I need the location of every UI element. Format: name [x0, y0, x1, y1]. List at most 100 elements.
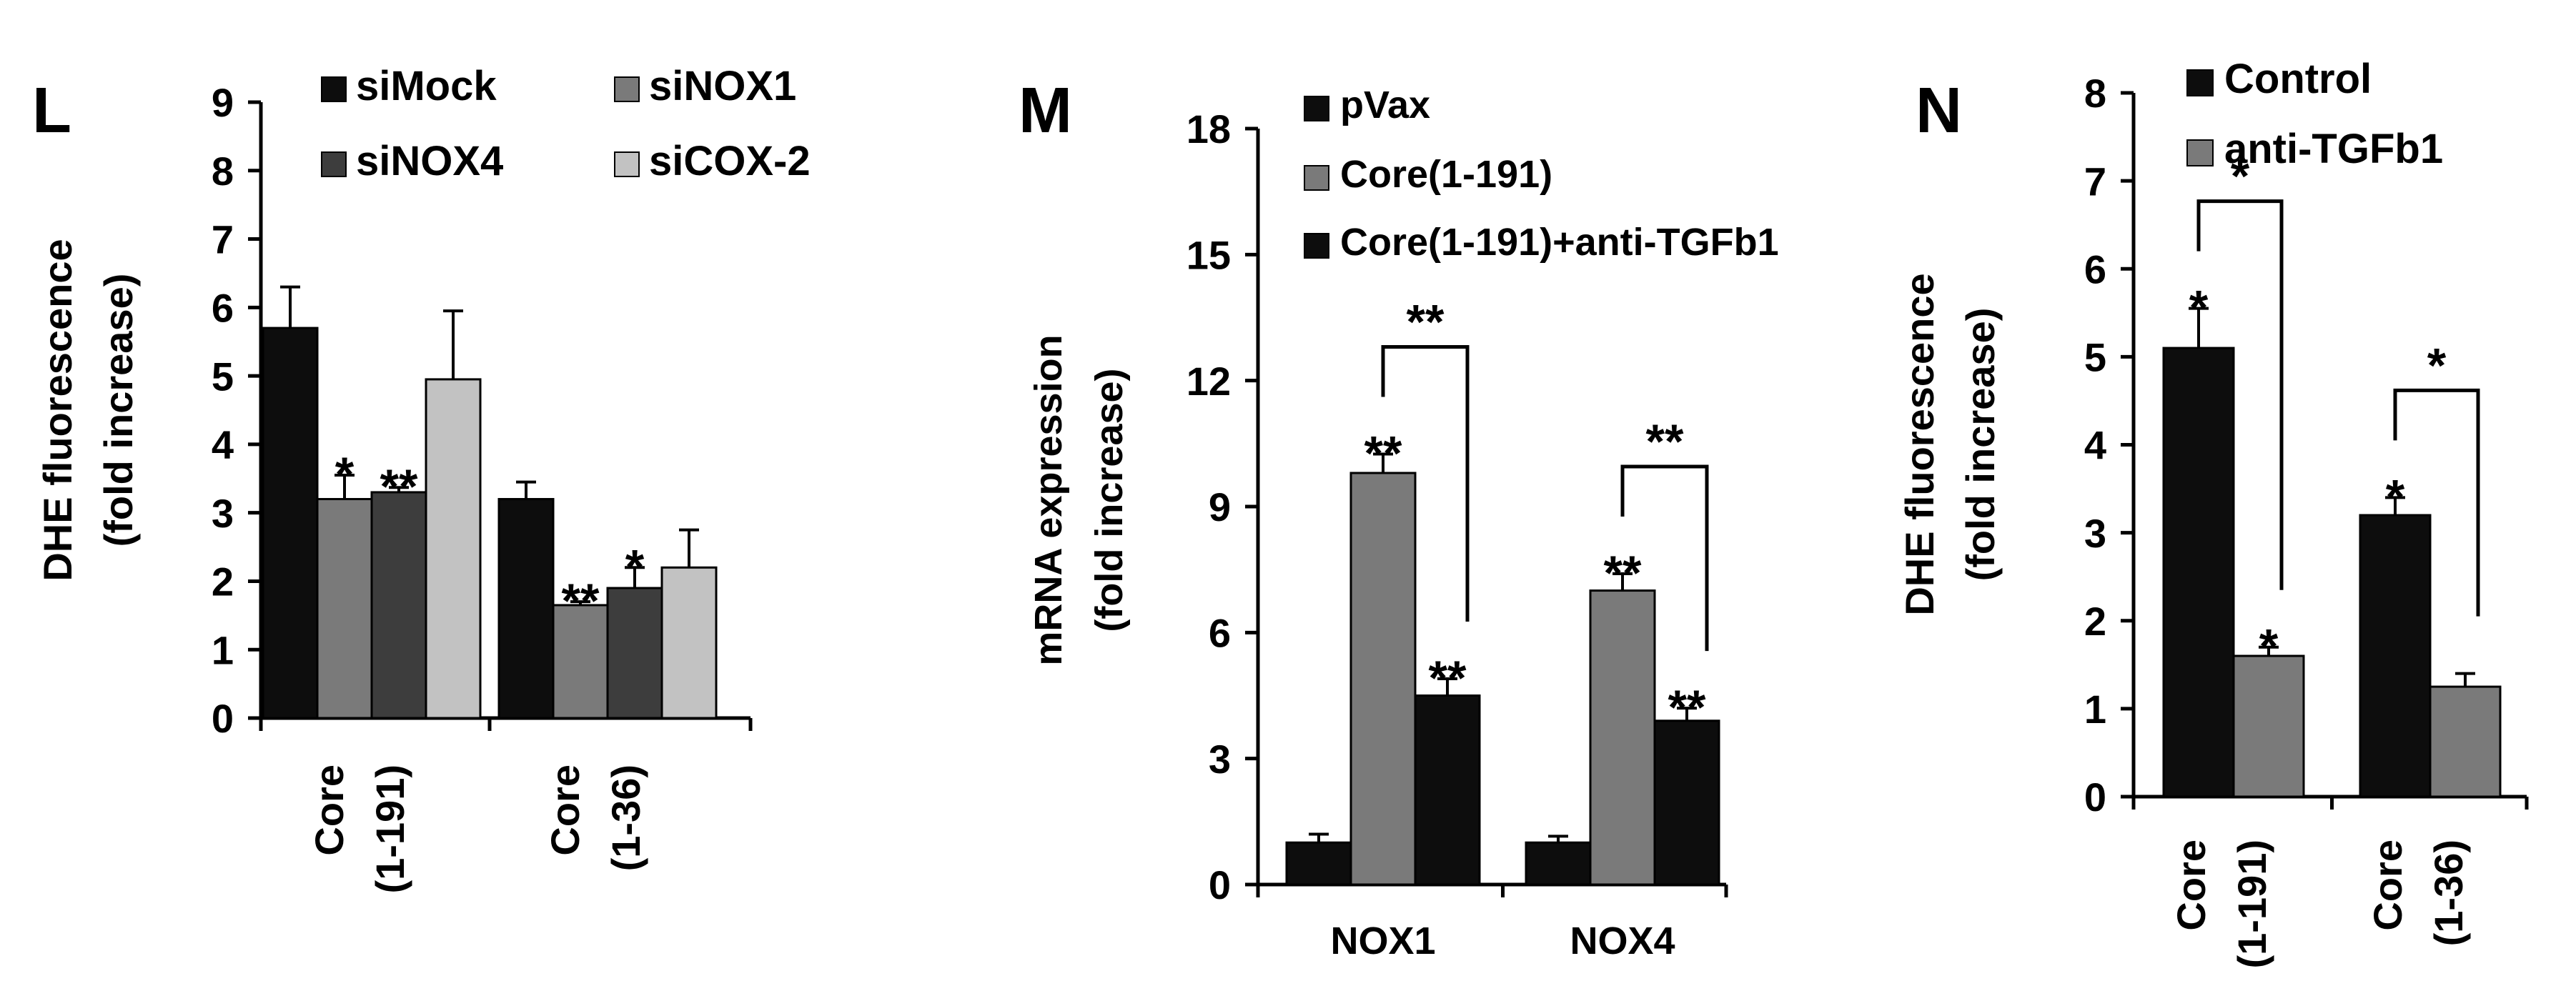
category-label: NOX1	[1330, 920, 1435, 962]
category-label: (1-36)	[603, 765, 648, 871]
bar	[370, 491, 427, 719]
y-tick-label: 7	[2084, 159, 2106, 204]
bar	[2359, 514, 2432, 798]
bar	[1589, 589, 1656, 886]
bar	[2429, 685, 2502, 798]
category-label: Core	[543, 765, 588, 856]
bar	[425, 378, 482, 719]
y-tick-label: 18	[1187, 106, 1231, 151]
bracket-significance-label: **	[1407, 295, 1445, 349]
bar	[1285, 841, 1352, 886]
legend-swatch	[1304, 96, 1329, 121]
category-label: (1-36)	[2426, 840, 2471, 946]
y-tick-label: 15	[1187, 232, 1231, 277]
significance-bracket	[1620, 464, 1709, 652]
significance-bracket	[2196, 199, 2284, 590]
category-label: NOX4	[1570, 920, 1675, 962]
y-tick-label: 0	[2084, 775, 2106, 820]
legend-label: siMock	[356, 63, 497, 109]
significance-label: **	[1668, 680, 1706, 734]
category-label: Core	[2365, 840, 2410, 931]
significance-label: *	[2259, 619, 2279, 674]
y-tick-label: 2	[2084, 599, 2106, 644]
panel-letter: M	[1019, 75, 1072, 146]
legend-swatch	[2186, 69, 2214, 96]
bar	[606, 587, 663, 719]
bar	[1349, 472, 1417, 886]
y-axis-label: DHE fluorescence	[1897, 273, 1942, 615]
bar	[316, 498, 373, 719]
legend-swatch	[321, 151, 347, 177]
bar	[497, 498, 555, 719]
bar	[1414, 694, 1481, 886]
significance-label: **	[1429, 651, 1467, 705]
bar	[1525, 841, 1592, 886]
significance-label: *	[335, 447, 355, 502]
y-axis-label: mRNA expression	[1027, 334, 1070, 665]
y-tick-label: 6	[2084, 246, 2106, 292]
significance-bracket	[1381, 345, 1470, 622]
significance-bracket	[2393, 388, 2480, 617]
y-tick-label: 5	[212, 354, 234, 399]
y-tick-label: 8	[2084, 71, 2106, 116]
y-tick-label: 3	[1209, 737, 1231, 782]
panel-m: M 0 3 6 9 12 15 18 mRNA expression (fold increase…	[1019, 75, 1779, 962]
y-axis-label: (fold increase)	[96, 274, 141, 547]
legend-label: pVax	[1340, 84, 1430, 126]
legend-swatch	[614, 76, 640, 102]
panel-l: L 0 1 2 3 4 5 6 7 8 9 DHE fluorescence (fold increas…	[32, 63, 811, 894]
legend-swatch	[1304, 233, 1329, 259]
bracket-significance-label: *	[2427, 338, 2447, 392]
significance-label: **	[380, 459, 418, 514]
significance-label: *	[2386, 469, 2405, 524]
y-tick-label: 12	[1187, 359, 1231, 404]
legend-label: anti-TGFb1	[2224, 126, 2443, 172]
significance-label: **	[1604, 546, 1642, 600]
y-axis-label: DHE fluorescence	[35, 239, 80, 581]
category-label: (1-191)	[367, 765, 412, 894]
y-tick-label: 8	[212, 149, 234, 194]
legend-label: siNOX1	[649, 63, 796, 109]
legend-swatch	[1304, 165, 1329, 191]
bar	[1653, 719, 1720, 886]
y-tick-label: 1	[212, 627, 234, 672]
y-tick-label: 0	[212, 696, 234, 741]
bar	[660, 566, 718, 719]
significance-label: *	[625, 539, 645, 594]
y-tick-label: 2	[212, 559, 234, 604]
legend-label: siCOX-2	[649, 138, 811, 184]
category-label: (1-191)	[2229, 840, 2274, 969]
panel-letter: N	[1916, 75, 1962, 146]
y-tick-label: 3	[2084, 511, 2106, 556]
bar	[262, 327, 319, 719]
legend-label: Control	[2224, 56, 2372, 102]
legend-label: Core(1-191)	[1340, 153, 1552, 196]
y-tick-label: 5	[2084, 335, 2106, 380]
significance-label: **	[1364, 427, 1402, 481]
bar	[2162, 347, 2235, 798]
bracket-significance-label: **	[1646, 414, 1684, 469]
legend-swatch	[321, 76, 347, 102]
category-label: Core	[2169, 840, 2214, 931]
panel-letter: L	[32, 75, 71, 146]
legend-swatch	[614, 151, 640, 177]
legend-swatch	[2186, 139, 2214, 166]
category-label: Core	[307, 765, 352, 856]
y-tick-label: 3	[212, 491, 234, 536]
y-tick-label: 7	[212, 217, 234, 262]
significance-label: **	[562, 574, 600, 628]
y-tick-label: 9	[1209, 484, 1231, 529]
y-axis-label: (fold increase)	[1088, 368, 1131, 632]
y-tick-label: 6	[212, 285, 234, 330]
y-axis-label: (fold increase)	[1958, 308, 2003, 582]
y-tick-label: 0	[1209, 862, 1231, 907]
y-tick-label: 9	[212, 80, 234, 125]
bracket-significance-label: *	[2231, 149, 2250, 204]
y-tick-label: 6	[1209, 610, 1231, 655]
bar	[2232, 654, 2305, 798]
y-tick-label: 4	[212, 422, 234, 467]
legend-label: siNOX4	[356, 138, 503, 184]
legend-label: Core(1-191)+anti-TGFb1	[1340, 221, 1779, 264]
significance-label: *	[2189, 281, 2209, 335]
